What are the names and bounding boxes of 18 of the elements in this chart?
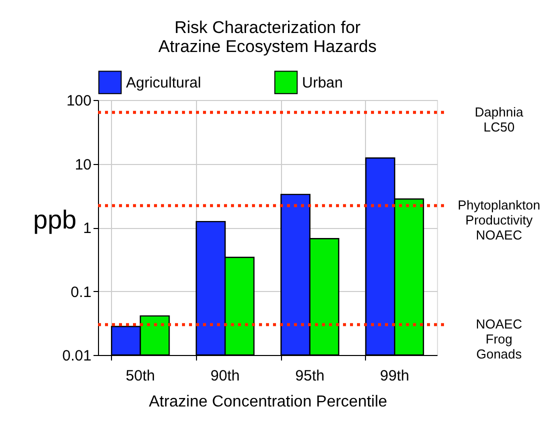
text: Atrazine Ecosystem Hazards (158, 37, 377, 56)
ref-line-label: Phytoplankton Productivity NOAEC (458, 198, 540, 243)
x-tick-label: 99th (380, 368, 410, 384)
y-tick-label: 100 (66, 92, 92, 110)
text: Risk Characterization for (174, 18, 361, 37)
y-tick-label: 1 (83, 220, 92, 237)
y-tick-label: 0.1 (70, 284, 92, 301)
y-tick-label: 0.01 (62, 348, 92, 364)
x-tick-label: 95th (295, 368, 324, 384)
x-tick-label: 90th (210, 368, 240, 384)
legend-label: Urban (302, 74, 343, 92)
ref-line-label: NOAEC Frog Gonads (476, 316, 522, 362)
x-axis-title: Atrazine Concentration Percentile (148, 394, 388, 410)
ref-line-label: Daphnia LC50 (474, 104, 524, 134)
y-tick-label: 10 (74, 156, 92, 174)
y-axis-title: ppb (33, 204, 76, 234)
x-tick-label: 50th (126, 368, 155, 384)
legend-label: Agricultural (126, 74, 202, 92)
